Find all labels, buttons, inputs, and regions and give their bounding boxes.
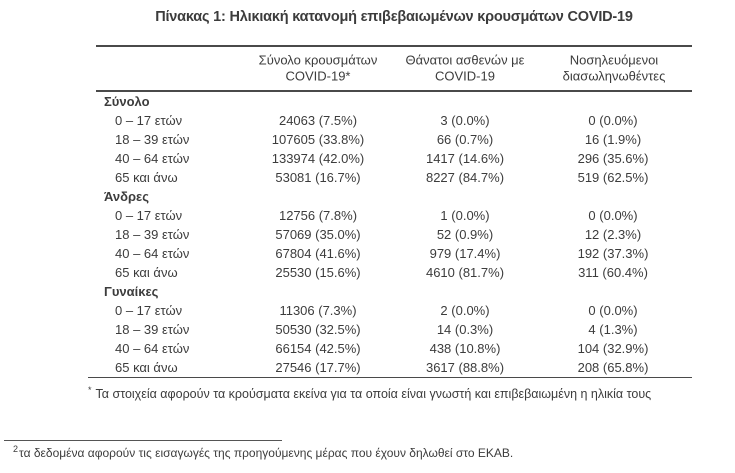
deaths-value: 8227 (84.7%)	[425, 170, 505, 185]
column-header-deaths-line1: Θάνατοι ασθενών με	[405, 52, 525, 67]
footnote-separator	[4, 440, 282, 441]
page-footnote-marker: 2	[13, 444, 19, 454]
age-label: 0 – 17 ετών	[115, 113, 183, 128]
cases-value: 25530 (15.6%)	[275, 265, 361, 280]
table-footnote-text: Τα στοιχεία αφορούν τα κρούσματα εκείνα …	[95, 387, 652, 402]
cases-value: 57069 (35.0%)	[275, 227, 361, 242]
intubated-value: 0 (0.0%)	[588, 303, 638, 318]
covid-age-table: Σύνολο κρουσμάτων COVID-19* Θάνατοι ασθε…	[88, 45, 692, 411]
section-header-men: Άνδρες	[96, 187, 692, 206]
column-header-intubated-line1: Νοσηλευόμενοι	[569, 52, 659, 67]
intubated-value: 0 (0.0%)	[588, 208, 638, 223]
deaths-value: 1 (0.0%)	[440, 208, 490, 223]
cases-value: 50530 (32.5%)	[275, 322, 361, 337]
cases-value: 67804 (41.6%)	[275, 246, 361, 261]
cases-value: 24063 (7.5%)	[278, 113, 358, 128]
table-row: 18 – 39 ετών 57069 (35.0%) 52 (0.9%) 12 …	[96, 225, 692, 244]
intubated-value: 311 (60.4%)	[578, 265, 648, 280]
deaths-value: 438 (10.8%)	[429, 341, 501, 356]
deaths-value: 979 (17.4%)	[429, 246, 501, 261]
table-body: Σύνολο 0 – 17 ετών 24063 (7.5%) 3 (0.0%)…	[96, 92, 692, 377]
age-label: 65 και άνω	[115, 170, 178, 185]
age-label: 40 – 64 ετών	[115, 341, 190, 356]
intubated-value: 0 (0.0%)	[588, 113, 638, 128]
section-header-women: Γυναίκες	[96, 282, 692, 301]
deaths-value: 2 (0.0%)	[440, 303, 490, 318]
cases-value: 12756 (7.8%)	[278, 208, 358, 223]
age-label: 65 και άνω	[115, 265, 178, 280]
intubated-value: 519 (62.5%)	[577, 170, 649, 185]
age-label: 0 – 17 ετών	[115, 208, 183, 223]
column-header-cases-line2: COVID-19*	[285, 68, 351, 84]
age-label: 0 – 17 ετών	[115, 303, 183, 318]
age-label: 65 και άνω	[115, 360, 178, 375]
page-footnote: 2τα δεδομένα αφορούν τις εισαγωγές της π…	[4, 440, 564, 460]
table-row: 65 και άνω 25530 (15.6%) 4610 (81.7%) 31…	[96, 263, 692, 282]
page-footnote-text-row: 2τα δεδομένα αφορούν τις εισαγωγές της π…	[4, 444, 564, 460]
table-header-row: Σύνολο κρουσμάτων COVID-19* Θάνατοι ασθε…	[96, 47, 692, 92]
column-header-cases-line1: Σύνολο κρουσμάτων	[258, 52, 378, 67]
age-label: 18 – 39 ετών	[115, 227, 190, 242]
intubated-value: 12 (2.3%)	[584, 227, 642, 242]
intubated-value: 296 (35.6%)	[577, 151, 649, 166]
age-label: 18 – 39 ετών	[115, 322, 190, 337]
deaths-value: 52 (0.9%)	[436, 227, 494, 242]
section-label: Σύνολο	[104, 94, 150, 109]
column-header-intubated-line2: διασωληνωθέντες	[562, 68, 666, 84]
column-header-deaths-line2: COVID-19	[435, 68, 495, 84]
section-header-total: Σύνολο	[96, 92, 692, 111]
column-header-cases: Σύνολο κρουσμάτων COVID-19*	[259, 52, 378, 85]
table-row: 65 και άνω 53081 (16.7%) 8227 (84.7%) 51…	[96, 168, 692, 187]
cases-value: 133974 (42.0%)	[271, 151, 365, 166]
table-footnote-marker: *	[88, 385, 92, 395]
cases-value: 53081 (16.7%)	[275, 170, 361, 185]
table-row: 18 – 39 ετών 107605 (33.8%) 66 (0.7%) 16…	[96, 130, 692, 149]
intubated-value: 16 (1.9%)	[584, 132, 642, 147]
cases-value: 66154 (42.5%)	[275, 341, 361, 356]
page-footnote-text: τα δεδομένα αφορούν τις εισαγωγές της πρ…	[19, 446, 514, 460]
cases-value: 107605 (33.8%)	[271, 132, 365, 147]
section-label: Γυναίκες	[104, 284, 159, 299]
table-row: 65 και άνω 27546 (17.7%) 3617 (88.8%) 20…	[96, 358, 692, 377]
column-header-intubated: Νοσηλευόμενοι διασωληνωθέντες	[563, 52, 666, 85]
age-label: 40 – 64 ετών	[115, 246, 190, 261]
intubated-value: 208 (65.8%)	[577, 360, 649, 375]
table-row: 40 – 64 ετών 67804 (41.6%) 979 (17.4%) 1…	[96, 244, 692, 263]
intubated-value: 104 (32.9%)	[577, 341, 649, 356]
deaths-value: 66 (0.7%)	[436, 132, 494, 147]
intubated-value: 192 (37.3%)	[577, 246, 649, 261]
age-label: 40 – 64 ετών	[115, 151, 190, 166]
deaths-value: 3617 (88.8%)	[425, 360, 505, 375]
table-row: 40 – 64 ετών 133974 (42.0%) 1417 (14.6%)…	[96, 149, 692, 168]
table-footnote: * Τα στοιχεία αφορούν τα κρούσματα εκείνα…	[88, 377, 692, 411]
deaths-value: 3 (0.0%)	[440, 113, 490, 128]
cases-value: 11306 (7.3%)	[279, 303, 357, 318]
table-row: 0 – 17 ετών 11306 (7.3%) 2 (0.0%) 0 (0.0…	[96, 301, 692, 320]
deaths-value: 4610 (81.7%)	[425, 265, 505, 280]
table-row: 18 – 39 ετών 50530 (32.5%) 14 (0.3%) 4 (…	[96, 320, 692, 339]
cases-value: 27546 (17.7%)	[275, 360, 361, 375]
table-row: 0 – 17 ετών 12756 (7.8%) 1 (0.0%) 0 (0.0…	[96, 206, 692, 225]
column-header-deaths: Θάνατοι ασθενών με COVID-19	[406, 52, 525, 85]
table-title: Πίνακας 1: Ηλικιακή κατανομή επιβεβαιωμέ…	[155, 9, 633, 25]
table-row: 40 – 64 ετών 66154 (42.5%) 438 (10.8%) 1…	[96, 339, 692, 358]
table-row: 0 – 17 ετών 24063 (7.5%) 3 (0.0%) 0 (0.0…	[96, 111, 692, 130]
intubated-value: 4 (1.3%)	[588, 322, 638, 337]
deaths-value: 1417 (14.6%)	[425, 151, 505, 166]
section-label: Άνδρες	[104, 189, 149, 204]
age-label: 18 – 39 ετών	[115, 132, 190, 147]
deaths-value: 14 (0.3%)	[436, 322, 494, 337]
